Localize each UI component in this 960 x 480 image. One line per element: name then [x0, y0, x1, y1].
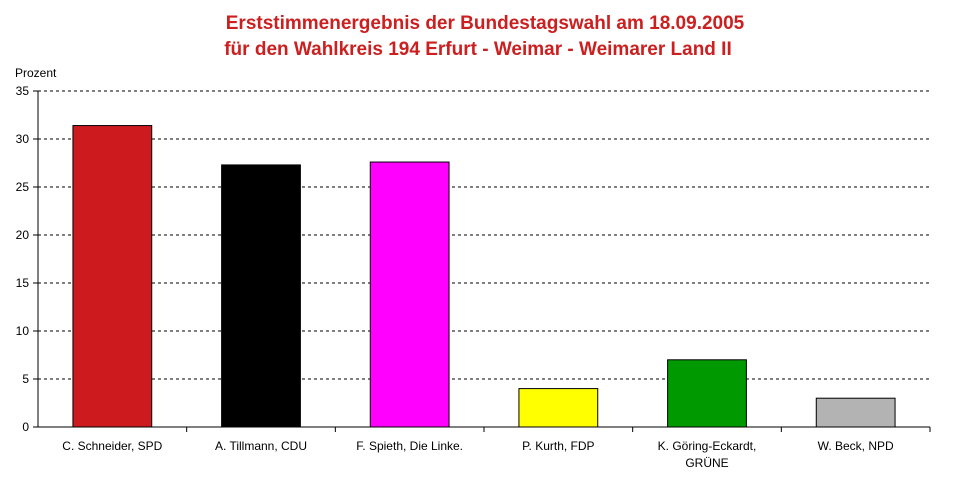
x-category-label: GRÜNE — [685, 456, 728, 470]
bar — [72, 125, 153, 428]
y-tick-label: 10 — [16, 324, 30, 338]
bar — [518, 388, 599, 428]
x-category-labels: C. Schneider, SPD A. Tillmann, CDU F. Spie… — [62, 439, 894, 470]
bar — [815, 397, 896, 428]
gridlines — [38, 90, 930, 380]
y-tick-labels: 0 5 10 15 20 25 30 35 — [16, 84, 30, 434]
x-category-label: P. Kurth, FDP — [522, 439, 594, 453]
y-tick-label: 15 — [16, 276, 30, 290]
bar — [369, 161, 450, 428]
y-tick-label: 30 — [16, 132, 30, 146]
chart-subtitle: für den Wahlkreis 194 Erfurt - Weimar - … — [224, 39, 732, 60]
y-tick-label: 35 — [16, 84, 30, 98]
x-category-label: F. Spieth, Die Linke. — [356, 439, 463, 453]
y-tick-label: 0 — [22, 420, 29, 434]
y-axis-label: Prozent — [15, 66, 57, 80]
axes — [33, 90, 931, 432]
bar — [221, 164, 301, 428]
chart-title: Erststimmenergebnis der Bundestagswahl a… — [226, 13, 745, 34]
x-category-label: C. Schneider, SPD — [62, 439, 162, 453]
bar — [667, 359, 747, 428]
x-category-label: A. Tillmann, CDU — [215, 439, 307, 453]
x-category-label: W. Beck, NPD — [818, 439, 894, 453]
y-tick-label: 25 — [16, 180, 30, 194]
bars — [72, 125, 896, 428]
x-category-label: K. Göring-Eckardt, — [658, 439, 757, 453]
y-tick-label: 20 — [16, 228, 30, 242]
y-tick-label: 5 — [22, 372, 29, 386]
